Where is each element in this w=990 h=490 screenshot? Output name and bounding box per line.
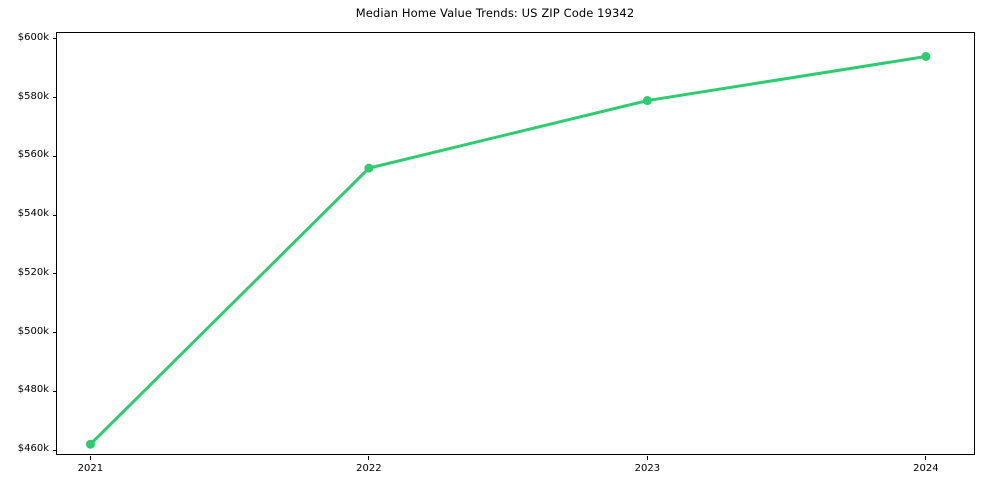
x-tick-label: 2024 bbox=[913, 463, 939, 474]
y-tick-label: $520k bbox=[17, 266, 49, 278]
data-point-marker bbox=[364, 163, 374, 173]
plot-area: $460k $480k $500k $520k $540k $560k $580k $600k… bbox=[18, 32, 975, 474]
x-tick-mark bbox=[89, 456, 91, 460]
data-point-marker bbox=[85, 439, 95, 449]
y-tick-mark bbox=[53, 273, 57, 275]
y-tick-mark bbox=[53, 449, 57, 451]
y-tick-mark bbox=[53, 390, 57, 392]
x-tick-mark bbox=[646, 456, 648, 460]
y-tick-label: $580k bbox=[17, 90, 49, 102]
y-tick-label: $540k bbox=[17, 208, 49, 220]
data-point-marker bbox=[921, 52, 931, 61]
y-tick-mark bbox=[53, 38, 57, 40]
y-tick-label: $560k bbox=[17, 149, 49, 161]
y-tick-label: $460k bbox=[17, 443, 49, 455]
data-point-marker bbox=[642, 96, 652, 106]
chart-plot-svg bbox=[85, 52, 931, 449]
x-tick-mark bbox=[925, 456, 927, 460]
y-tick-label: $480k bbox=[17, 384, 49, 396]
y-tick-mark bbox=[53, 155, 57, 157]
y-tick-mark bbox=[53, 214, 57, 216]
line-series-median-home-value bbox=[88, 55, 928, 446]
y-tick-mark bbox=[53, 97, 57, 99]
x-tick-mark bbox=[368, 456, 370, 460]
y-tick-mark bbox=[53, 332, 57, 334]
chart-title: Median Home Value Trends: US ZIP Code 19… bbox=[355, 6, 635, 20]
data-point-markers bbox=[85, 52, 931, 449]
y-tick-label: $600k bbox=[17, 31, 49, 43]
x-tick-label: 2021 bbox=[77, 463, 104, 474]
y-tick-label: $500k bbox=[17, 325, 49, 337]
x-tick-label: 2023 bbox=[634, 463, 661, 474]
x-tick-label: 2022 bbox=[356, 463, 382, 474]
